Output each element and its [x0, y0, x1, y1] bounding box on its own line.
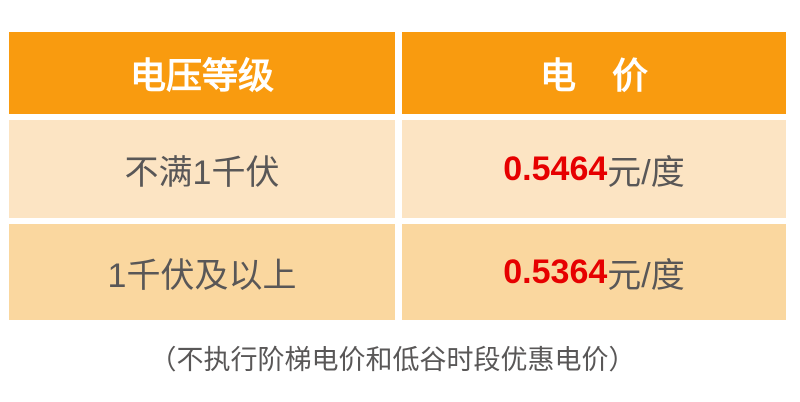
- voltage-level-text: 不满1千伏: [124, 153, 280, 192]
- cell-price-row2: 0.5364 元/度: [402, 224, 786, 320]
- price-value: 0.5364: [503, 252, 608, 291]
- price-unit: 元/度: [607, 153, 685, 192]
- voltage-level-text: 1千伏及以上: [107, 256, 297, 295]
- cell-voltage-level-row2: 1千伏及以上: [9, 224, 395, 320]
- price-table: 电压等级 电 价 不满1千伏 0.5464 元/度 1千伏及以上 0.5364 元/…: [9, 32, 786, 320]
- column-header-price-label: 电 价: [539, 55, 648, 96]
- cell-voltage-level-row1: 不满1千伏: [9, 120, 395, 218]
- footnote-text: （不执行阶梯电价和低谷时段优惠电价）: [149, 345, 636, 375]
- price-unit: 元/度: [607, 256, 685, 295]
- price-value: 0.5464: [503, 149, 608, 188]
- column-header-voltage-level-label: 电压等级: [129, 55, 274, 96]
- column-header-voltage-level: 电压等级: [9, 32, 395, 114]
- cell-price-row1: 0.5464 元/度: [402, 120, 786, 218]
- column-header-price: 电 价: [402, 32, 786, 114]
